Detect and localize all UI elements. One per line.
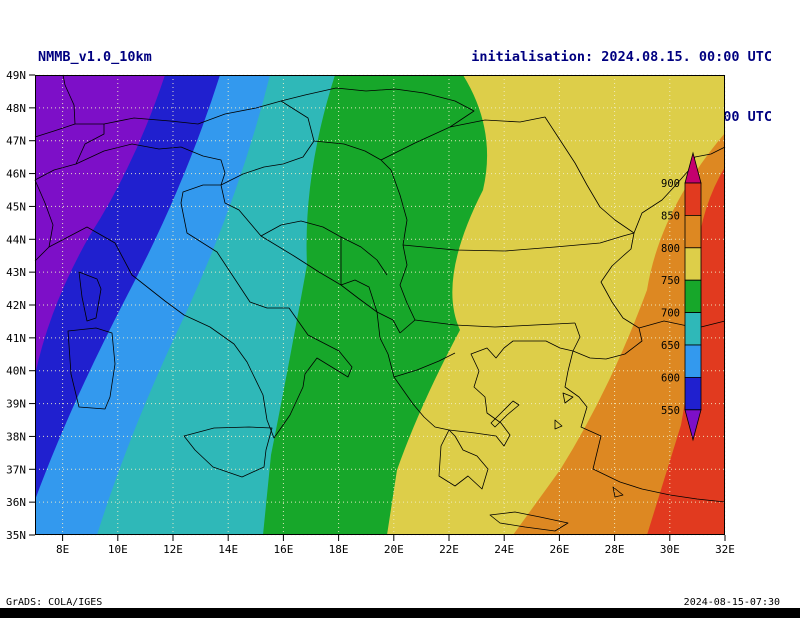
lat-tick-label: 45N [6,200,26,213]
border-line [554,419,563,430]
lon-tick-label: 20E [384,543,404,556]
border-line [490,400,520,428]
border-line [313,140,392,171]
lat-tick-label: 36N [6,496,26,509]
colorbar-segment [684,279,702,313]
border-line [103,100,315,142]
axis-labels: 49N 48N 47N 46N 45N 44N 43N 42N 41N 40N 39N 38N 37N 3… [6,69,735,556]
axis-ticks [29,74,726,541]
border-line [544,116,635,234]
colorbar-level-label: 750 [661,275,680,287]
border-line [489,511,569,532]
border-line [62,74,76,125]
border-line [34,179,54,248]
border-line [390,169,408,246]
border-line [448,340,574,447]
weather-map: 49N 48N 47N 46N 45N 44N 43N 42N 41N 40N 39N 38N 37N 3… [6,69,735,556]
lon-tick-label: 10E [108,543,128,556]
colorbar-segment [684,214,702,249]
border-line [34,143,226,186]
lat-tick-label: 46N [6,168,26,181]
lon-tick-label: 12E [163,543,183,556]
border-line [34,184,353,439]
border-line [612,486,624,498]
lon-tick-label: 14E [218,543,238,556]
grads-credit: GrADS: COLA/IGES [6,597,103,608]
lat-tick-label: 44N [6,233,26,246]
lon-tick-label: 26E [549,543,569,556]
lat-tick-label: 37N [6,463,26,476]
colorbar-segment [684,312,702,346]
lat-tick-label: 39N [6,398,26,411]
colorbar-segment [684,182,702,216]
lat-tick-label: 47N [6,135,26,148]
lon-tick-label: 32E [715,543,735,556]
border-line [399,244,416,321]
border-line [340,236,388,276]
border-line [376,311,401,334]
lat-tick-label: 38N [6,430,26,443]
colorbar-level-label: 700 [661,308,680,320]
border-line [78,271,102,322]
border-line [75,124,105,165]
lon-tick-label: 22E [439,543,459,556]
lat-tick-label: 35N [6,529,26,542]
colorbar-level-label: 850 [661,210,680,222]
lon-tick-label: 30E [660,543,680,556]
border-line [572,322,581,352]
plot-frame [35,75,725,535]
contour-band [513,133,725,535]
lat-tick-label: 42N [6,299,26,312]
colorbar-level-label: 600 [661,372,680,384]
lon-tick-label: 8E [56,543,69,556]
border-line [399,319,416,334]
colorbar-level-label: 550 [661,405,680,417]
border-line [34,123,104,138]
colorbar-segment [684,247,702,281]
colorbar-arrow-bottom [684,409,702,442]
border-line [280,87,475,128]
border-line [393,352,456,378]
lon-tick-label: 16E [273,543,293,556]
border-line [564,350,726,503]
lat-tick-label: 49N [6,69,26,82]
lat-tick-label: 48N [6,102,26,115]
border-line [402,232,635,252]
border-line [260,220,342,285]
lon-tick-label: 18E [329,543,349,556]
creation-timestamp: 2024-08-15-07:30 [683,597,780,608]
border-line [414,319,576,328]
model-name: NMMB_v1.0_10km [38,49,152,65]
border-line [438,429,489,490]
colorbar-level-label: 900 [661,178,680,190]
lat-tick-label: 41N [6,332,26,345]
weather-map-svg: 49N 48N 47N 46N 45N 44N 43N 42N 41N 40N 39N 38N 37N 3… [6,69,735,556]
colorbar-segment [684,376,702,411]
border-line [380,116,546,161]
lon-tick-label: 24E [494,543,514,556]
border-line [220,140,315,186]
lon-tick-label: 28E [605,543,625,556]
colorbar-segment [684,344,702,378]
initialisation-time: initialisation: 2024.08.15. 00:00 UTC [471,49,772,65]
lat-tick-label: 40N [6,365,26,378]
bottom-black-bar [0,608,800,618]
border-line [220,184,450,431]
colorbar: 900 850 800 750 700 650 600 550 [661,151,702,442]
border-line [67,327,116,410]
border-line [340,279,378,313]
lat-tick-label: 43N [6,266,26,279]
border-line [183,426,273,478]
border-line [562,392,574,404]
contour-band [647,167,725,535]
colorbar-level-label: 800 [661,243,680,255]
colorbar-level-label: 650 [661,340,680,352]
